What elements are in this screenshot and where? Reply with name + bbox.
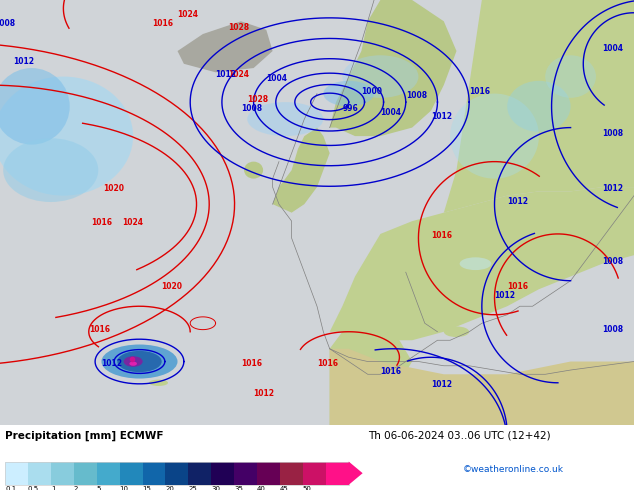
Bar — [280, 462, 303, 485]
Bar — [257, 462, 280, 485]
Text: 50: 50 — [303, 486, 312, 490]
Bar — [74, 462, 97, 485]
Ellipse shape — [101, 344, 178, 379]
Text: 1024: 1024 — [122, 219, 144, 227]
Text: Precipitation [mm] ECMWF: Precipitation [mm] ECMWF — [5, 431, 164, 441]
Text: 1016: 1016 — [431, 231, 452, 240]
Ellipse shape — [323, 81, 374, 106]
Text: 1004: 1004 — [266, 74, 287, 83]
Bar — [303, 462, 326, 485]
Text: 1016: 1016 — [241, 359, 262, 368]
Text: 15: 15 — [143, 486, 152, 490]
Bar — [143, 462, 165, 485]
Ellipse shape — [450, 94, 539, 179]
Ellipse shape — [124, 356, 143, 367]
Polygon shape — [330, 0, 456, 136]
Bar — [165, 462, 188, 485]
Ellipse shape — [129, 362, 137, 366]
Text: 1008: 1008 — [0, 19, 15, 27]
Text: 1004: 1004 — [602, 44, 623, 53]
Ellipse shape — [244, 162, 263, 179]
Text: 1012: 1012 — [431, 112, 452, 121]
Text: 1012: 1012 — [101, 359, 122, 368]
Text: ©weatheronline.co.uk: ©weatheronline.co.uk — [463, 466, 564, 474]
Text: 40: 40 — [257, 486, 266, 490]
Text: 1012: 1012 — [13, 57, 34, 66]
Bar — [234, 462, 257, 485]
Polygon shape — [444, 0, 634, 213]
Bar — [211, 462, 234, 485]
Text: 45: 45 — [280, 486, 288, 490]
Polygon shape — [273, 127, 330, 213]
Text: 1012: 1012 — [495, 291, 515, 300]
Ellipse shape — [444, 326, 469, 337]
Ellipse shape — [507, 81, 571, 132]
Text: 2: 2 — [74, 486, 78, 490]
Ellipse shape — [0, 68, 70, 145]
Text: 20: 20 — [165, 486, 174, 490]
Text: 1012: 1012 — [216, 70, 236, 78]
Ellipse shape — [0, 76, 133, 196]
Text: 35: 35 — [234, 486, 243, 490]
Bar — [97, 462, 120, 485]
Ellipse shape — [413, 283, 424, 295]
Text: 1008: 1008 — [602, 257, 623, 266]
Bar — [28, 462, 51, 485]
Text: 1012: 1012 — [602, 184, 623, 194]
Text: 996: 996 — [342, 103, 358, 113]
Text: 10: 10 — [120, 486, 129, 490]
Text: 1020: 1020 — [103, 184, 125, 194]
Ellipse shape — [3, 138, 98, 202]
Ellipse shape — [247, 102, 323, 136]
Text: 1016: 1016 — [380, 368, 401, 376]
Bar — [326, 462, 349, 485]
Bar — [188, 462, 211, 485]
Text: 1004: 1004 — [380, 108, 401, 117]
Text: 1016: 1016 — [469, 87, 490, 96]
Text: 25: 25 — [188, 486, 197, 490]
Text: 1024: 1024 — [228, 70, 249, 78]
Text: 1008: 1008 — [406, 91, 427, 100]
Ellipse shape — [342, 55, 418, 98]
Ellipse shape — [545, 55, 596, 98]
Polygon shape — [190, 349, 634, 425]
Text: 1008: 1008 — [241, 103, 262, 113]
Bar — [5, 462, 349, 485]
Text: 1016: 1016 — [152, 19, 173, 27]
Text: 1000: 1000 — [361, 87, 382, 96]
Polygon shape — [330, 323, 412, 425]
Text: Th 06-06-2024 03..06 UTC (12+42): Th 06-06-2024 03..06 UTC (12+42) — [368, 431, 550, 441]
Text: 0.5: 0.5 — [28, 486, 39, 490]
Text: 1016: 1016 — [89, 325, 110, 334]
Text: 1008: 1008 — [602, 129, 623, 138]
Text: 5: 5 — [97, 486, 101, 490]
Ellipse shape — [425, 298, 437, 315]
Polygon shape — [330, 187, 634, 340]
Text: 1020: 1020 — [160, 282, 182, 291]
Text: 1008: 1008 — [602, 325, 623, 334]
Text: 1: 1 — [51, 486, 55, 490]
Text: 1012: 1012 — [254, 389, 275, 397]
Text: 30: 30 — [211, 486, 220, 490]
Text: 1028: 1028 — [228, 23, 249, 32]
Text: 1028: 1028 — [247, 95, 268, 104]
Ellipse shape — [149, 380, 168, 386]
Text: 0.1: 0.1 — [5, 486, 16, 490]
Bar — [51, 462, 74, 485]
Text: 1024: 1024 — [178, 10, 198, 19]
Text: 1016: 1016 — [507, 282, 528, 291]
Polygon shape — [178, 21, 273, 73]
Text: 1012: 1012 — [507, 197, 528, 206]
Ellipse shape — [460, 257, 491, 270]
Bar — [120, 462, 143, 485]
Bar — [5, 462, 28, 485]
Text: 1016: 1016 — [317, 359, 338, 368]
Text: 1012: 1012 — [431, 380, 452, 389]
Ellipse shape — [117, 351, 162, 372]
Polygon shape — [349, 462, 363, 485]
Text: 1016: 1016 — [91, 219, 112, 227]
